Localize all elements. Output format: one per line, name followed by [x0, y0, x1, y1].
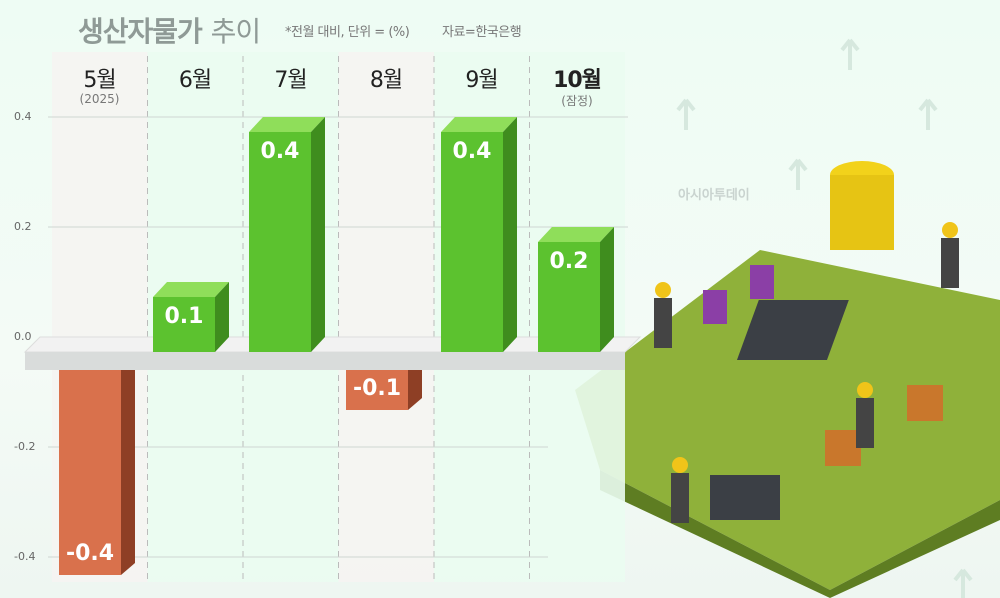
- bar-side: [408, 370, 422, 410]
- column-band: [338, 52, 434, 582]
- bar-side: [600, 227, 614, 352]
- category-label: 7월: [274, 68, 307, 93]
- chip-icon: [736, 300, 849, 360]
- y-tick-label: 0.2: [14, 220, 32, 233]
- coil-icon: [907, 385, 943, 421]
- worker-helmet-icon: [857, 382, 873, 398]
- bar-top: [153, 282, 229, 297]
- category-label: 6월: [178, 68, 212, 93]
- bar-top: [441, 117, 517, 132]
- bar-top: [538, 227, 614, 242]
- bar-side: [311, 117, 325, 352]
- data-label: -0.1: [352, 376, 402, 401]
- data-label: 0.4: [452, 139, 492, 164]
- category-label: 10월: [553, 68, 602, 93]
- bar: [346, 370, 408, 410]
- capacitor-purple-icon: [703, 290, 727, 324]
- data-label: 0.1: [164, 304, 204, 329]
- connector-icon: [710, 475, 780, 520]
- bar-side: [121, 370, 135, 575]
- unit-note: *전월 대비, 단위 = (%): [285, 25, 410, 40]
- arrow-up-icon: [840, 38, 860, 70]
- bar: [441, 132, 503, 352]
- source-note: 자료=한국은행: [442, 25, 522, 40]
- arrow-up-icon: [953, 568, 973, 598]
- y-tick-label: 0.0: [14, 330, 32, 343]
- worker-icon: [671, 473, 689, 523]
- category-label: 5월: [83, 68, 116, 93]
- category-sublabel: (2025): [79, 92, 120, 106]
- worker-icon: [941, 238, 959, 288]
- capacitor-body-icon: [830, 175, 894, 250]
- bar: [249, 132, 311, 352]
- coil-icon: [825, 430, 861, 466]
- bar-side: [215, 282, 229, 352]
- y-tick-label: -0.2: [14, 440, 36, 453]
- zero-platform-front: [25, 352, 625, 370]
- arrow-up-icon: [676, 98, 696, 130]
- bar: [538, 242, 600, 352]
- worker-icon: [654, 298, 672, 348]
- y-tick-label: -0.4: [14, 550, 36, 563]
- category-label: 8월: [369, 68, 403, 93]
- capacitor-purple-icon: [750, 265, 774, 299]
- worker-helmet-icon: [672, 457, 688, 473]
- bar: [153, 297, 215, 352]
- arrow-up-icon: [788, 158, 808, 190]
- worker-helmet-icon: [655, 282, 671, 298]
- bar-side: [503, 117, 517, 352]
- data-label: -0.4: [65, 541, 115, 566]
- chart-title: 생산자물가 추이: [78, 15, 261, 48]
- bar-top: [249, 117, 325, 132]
- category-label: 9월: [465, 68, 498, 93]
- y-tick-label: 0.4: [14, 110, 32, 123]
- category-sublabel: (잠정): [561, 94, 593, 108]
- watermark: 아시아투데이: [678, 188, 750, 203]
- data-label: 0.4: [260, 139, 300, 164]
- worker-icon: [856, 398, 874, 448]
- data-label: 0.2: [549, 249, 589, 274]
- arrow-up-icon: [918, 98, 938, 130]
- worker-helmet-icon: [942, 222, 958, 238]
- bar: [59, 370, 121, 575]
